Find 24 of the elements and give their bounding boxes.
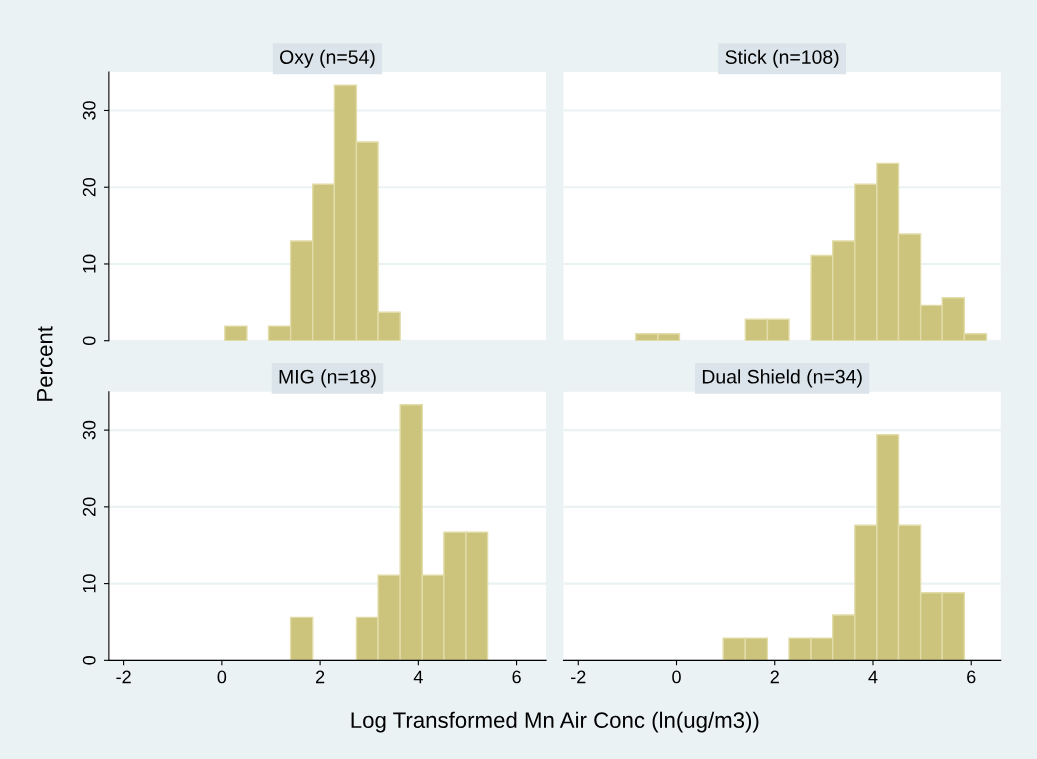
x-tick-label: 6 bbox=[512, 670, 521, 684]
chart-title: Oxy (n=54) bbox=[280, 49, 375, 68]
chart-title: Dual Shield (n=34) bbox=[702, 369, 862, 388]
y-tick-label: 10 bbox=[82, 574, 96, 593]
x-tick-label: 4 bbox=[868, 670, 878, 684]
y-tick-label: 20 bbox=[82, 497, 96, 516]
y-tick-label: 30 bbox=[82, 420, 96, 440]
y-tick-label: 0 bbox=[82, 656, 96, 665]
x-tick-label: 0 bbox=[217, 670, 227, 684]
chart-title: MIG (n=18) bbox=[279, 369, 376, 388]
x-tick-label: 2 bbox=[315, 670, 325, 684]
x-tick-label: 4 bbox=[413, 670, 423, 684]
y-tick-label: 20 bbox=[82, 177, 96, 197]
x-tick-label: -2 bbox=[571, 670, 586, 684]
x-axis-title: Log Transformed Mn Air Conc (ln(ug/m3)) bbox=[351, 711, 759, 733]
x-tick-label: 0 bbox=[672, 670, 681, 684]
y-axis-title: Percent bbox=[37, 326, 53, 401]
x-tick-label: 6 bbox=[967, 670, 976, 684]
y-tick-label: 10 bbox=[82, 254, 96, 273]
x-tick-label: -2 bbox=[116, 670, 131, 684]
x-tick-label: 2 bbox=[770, 670, 779, 684]
y-tick-label: 30 bbox=[82, 101, 96, 120]
chart-title: Stick (n=108) bbox=[725, 49, 839, 68]
y-tick-label: 0 bbox=[82, 336, 96, 346]
